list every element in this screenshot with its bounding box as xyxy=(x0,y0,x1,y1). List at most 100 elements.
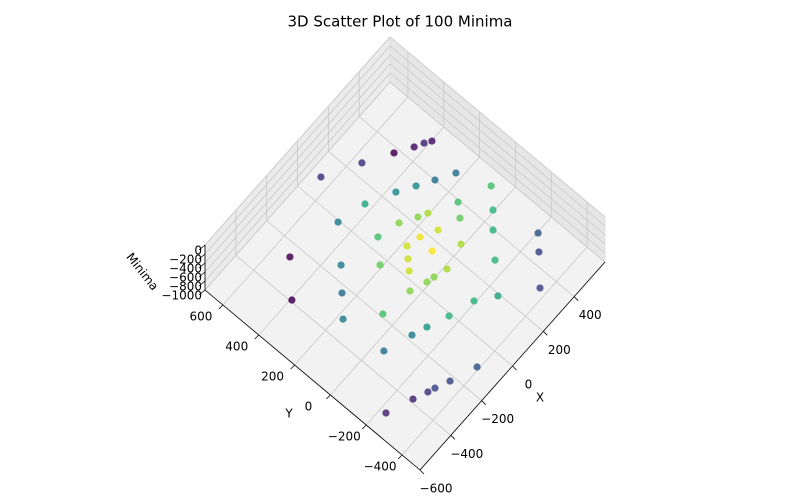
point xyxy=(410,143,418,151)
point xyxy=(339,315,347,323)
tick-mark xyxy=(326,394,331,400)
x-tick-label: −200 xyxy=(481,412,514,426)
chart-title: 3D Scatter Plot of 100 Minima xyxy=(288,13,513,31)
grid-line xyxy=(294,156,480,366)
grid-line xyxy=(297,185,513,367)
tick-mark xyxy=(573,296,579,301)
grid-line xyxy=(204,45,391,255)
y-tick-label: −200 xyxy=(328,430,361,444)
x-tick-label: −600 xyxy=(420,482,453,496)
z-tick-label: −400 xyxy=(169,262,202,276)
point xyxy=(382,409,390,417)
grid-line xyxy=(389,54,606,236)
tick-mark xyxy=(198,262,206,269)
point xyxy=(361,200,369,208)
point xyxy=(412,182,420,190)
point xyxy=(409,395,417,403)
point xyxy=(534,229,542,237)
y-tick-label: 600 xyxy=(189,310,212,324)
point xyxy=(431,176,439,184)
point xyxy=(414,213,422,221)
point xyxy=(430,273,438,281)
z-tick-label: −600 xyxy=(169,271,202,285)
grid-line xyxy=(389,45,606,227)
x-axis-line xyxy=(419,261,606,471)
tick-mark xyxy=(543,331,548,336)
point xyxy=(536,284,544,292)
point xyxy=(456,214,464,222)
point xyxy=(408,331,416,339)
grid-line xyxy=(330,186,516,396)
point xyxy=(470,297,478,305)
tick-mark xyxy=(450,435,456,440)
tick-mark xyxy=(419,469,425,475)
grid-line xyxy=(204,63,391,273)
grid-line xyxy=(222,96,409,306)
x-tick-label: −400 xyxy=(450,447,483,461)
point xyxy=(288,296,296,304)
point xyxy=(390,149,398,157)
grid-line xyxy=(389,72,606,254)
point xyxy=(423,278,431,286)
point xyxy=(423,323,431,331)
x-tick-label: 0 xyxy=(525,378,533,392)
point xyxy=(380,347,388,355)
tick-mark xyxy=(198,253,206,260)
tick-mark xyxy=(198,244,206,251)
point xyxy=(317,173,325,181)
point xyxy=(338,289,346,297)
point xyxy=(535,248,543,256)
z-tick-label: 0 xyxy=(194,244,202,258)
y-tick-label: 0 xyxy=(305,400,313,414)
point xyxy=(334,218,342,226)
point xyxy=(491,256,499,264)
y-tick-label: 400 xyxy=(225,340,248,354)
point xyxy=(424,209,432,217)
tick-mark xyxy=(481,400,486,405)
point xyxy=(443,265,451,273)
point xyxy=(379,310,387,318)
point xyxy=(424,388,432,396)
point xyxy=(494,292,502,300)
point xyxy=(445,312,453,320)
point xyxy=(374,233,382,241)
point xyxy=(446,377,454,385)
point xyxy=(473,363,481,371)
point xyxy=(487,182,495,190)
grid-line xyxy=(204,54,391,264)
z-tick-label: −800 xyxy=(169,280,202,294)
point xyxy=(403,242,411,250)
tick-mark xyxy=(361,424,367,430)
point xyxy=(452,169,460,177)
point xyxy=(286,253,294,261)
x-axis-label: X xyxy=(536,391,544,405)
grid-line xyxy=(389,63,606,245)
tick-mark xyxy=(512,365,517,371)
point xyxy=(392,188,400,196)
tick-mark xyxy=(397,454,403,460)
point xyxy=(431,384,439,392)
x-tick-label: 400 xyxy=(579,308,602,322)
point xyxy=(434,226,442,234)
grid-line xyxy=(401,246,588,456)
point xyxy=(428,247,436,255)
point xyxy=(416,233,424,241)
grid-line xyxy=(204,36,391,246)
grid-line xyxy=(328,151,544,332)
tick-mark xyxy=(198,271,206,278)
tick-mark xyxy=(218,304,224,310)
grid-line xyxy=(235,255,452,436)
y-axis-label: Y xyxy=(284,407,293,421)
grid-line xyxy=(358,116,575,297)
point xyxy=(420,139,428,147)
x-tick-label: 200 xyxy=(548,343,571,357)
grid-line xyxy=(365,216,552,426)
point xyxy=(376,261,384,269)
point xyxy=(489,226,497,234)
point xyxy=(405,267,413,275)
tick-mark xyxy=(290,364,295,370)
y-tick-label: 200 xyxy=(261,370,284,384)
z-axis-label: Minima xyxy=(123,250,161,293)
grid-line xyxy=(389,36,606,218)
